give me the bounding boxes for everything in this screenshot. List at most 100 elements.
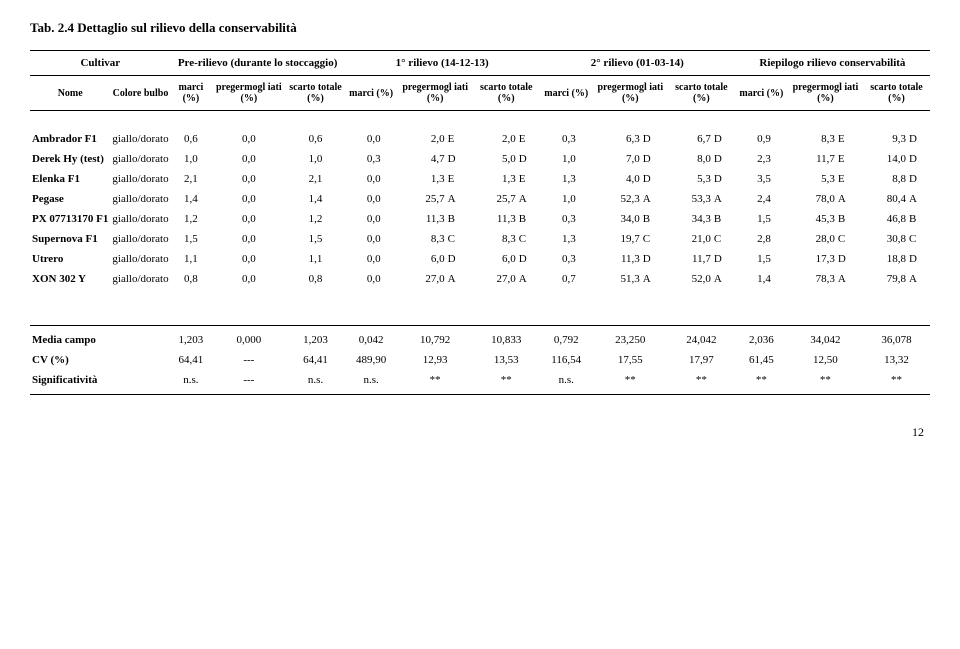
cell-value: 5,3D (668, 169, 735, 189)
cell-value: 0,0 (345, 129, 398, 149)
col-preg: pregermogl iati (%) (788, 76, 863, 111)
summary-label: Media campo (30, 326, 171, 351)
cell-nome: Utrero (30, 249, 110, 269)
cell-value: 5,3E (788, 169, 863, 189)
cell-value: 4,7D (398, 149, 473, 169)
summary-row: Media campo1,2030,0001,2030,04210,79210,… (30, 326, 930, 351)
col-preg: pregermogl iati (%) (398, 76, 473, 111)
summary-value: 36,078 (863, 326, 930, 351)
cell-value: 11,7E (788, 149, 863, 169)
cell-value: 1,1 (171, 249, 212, 269)
cell-value: 0,0 (211, 269, 286, 289)
cell-value: 2,0E (473, 129, 540, 149)
cell-value: 27,0A (473, 269, 540, 289)
cell-value: 25,7A (473, 189, 540, 209)
summary-value: ** (735, 370, 788, 395)
summary-value: n.s. (286, 370, 344, 395)
summary-value: 13,32 (863, 350, 930, 370)
cell-value: 0,7 (540, 269, 593, 289)
cell-value: 0,3 (540, 129, 593, 149)
summary-value: 10,833 (473, 326, 540, 351)
cell-value: 1,5 (286, 229, 344, 249)
cell-value: 4,0D (593, 169, 668, 189)
cell-value: 8,3C (473, 229, 540, 249)
table-row: Utrerogiallo/dorato1,10,01,10,06,0D6,0D0… (30, 249, 930, 269)
cell-value: 11,3B (473, 209, 540, 229)
cell-value: 51,3A (593, 269, 668, 289)
cell-value: 1,3 (540, 169, 593, 189)
cell-value: 0,0 (211, 249, 286, 269)
cell-value: 8,0D (668, 149, 735, 169)
cell-value: 25,7A (398, 189, 473, 209)
cell-value: 1,2 (171, 209, 212, 229)
cell-value: 0,3 (345, 149, 398, 169)
cell-value: 0,0 (211, 129, 286, 149)
data-table: Cultivar Pre-rilievo (durante lo stoccag… (30, 50, 930, 395)
summary-value: 17,55 (593, 350, 668, 370)
cell-value: 52,3A (593, 189, 668, 209)
table-row: Pegasegiallo/dorato1,40,01,40,025,7A25,7… (30, 189, 930, 209)
cell-value: 0,0 (211, 229, 286, 249)
cell-value: 2,8 (735, 229, 788, 249)
cell-value: 28,0C (788, 229, 863, 249)
summary-value: --- (211, 350, 286, 370)
page-number: 12 (30, 425, 930, 440)
cell-colore: giallo/dorato (110, 249, 170, 269)
cell-value: 1,3 (540, 229, 593, 249)
summary-value: 24,042 (668, 326, 735, 351)
cell-value: 79,8A (863, 269, 930, 289)
cell-value: 2,0E (398, 129, 473, 149)
cell-colore: giallo/dorato (110, 269, 170, 289)
col-scarto: scarto totale (%) (668, 76, 735, 111)
cell-value: 0,0 (345, 209, 398, 229)
cell-nome: Supernova F1 (30, 229, 110, 249)
cell-value: 1,4 (735, 269, 788, 289)
summary-value: ** (473, 370, 540, 395)
summary-value: 0,042 (345, 326, 398, 351)
cell-value: 0,8 (286, 269, 344, 289)
col-marci: marci (%) (345, 76, 398, 111)
table-row: Supernova F1giallo/dorato1,50,01,50,08,3… (30, 229, 930, 249)
cell-value: 1,0 (171, 149, 212, 169)
col-scarto: scarto totale (%) (473, 76, 540, 111)
cell-value: 6,0D (398, 249, 473, 269)
cell-value: 21,0C (668, 229, 735, 249)
cell-value: 1,0 (286, 149, 344, 169)
header-rilievo-2: 2° rilievo (01-03-14) (540, 51, 735, 76)
cell-value: 0,9 (735, 129, 788, 149)
cell-value: 0,6 (171, 129, 212, 149)
cell-value: 11,7D (668, 249, 735, 269)
summary-row: Significativitàn.s.---n.s.n.s.****n.s.**… (30, 370, 930, 395)
summary-value: 10,792 (398, 326, 473, 351)
cell-value: 34,3B (668, 209, 735, 229)
summary-value: ** (863, 370, 930, 395)
cell-value: 0,8 (171, 269, 212, 289)
cell-nome: XON 302 Y (30, 269, 110, 289)
cell-colore: giallo/dorato (110, 169, 170, 189)
cell-value: 1,4 (171, 189, 212, 209)
summary-value: 1,203 (286, 326, 344, 351)
cell-value: 1,1 (286, 249, 344, 269)
cell-value: 30,8C (863, 229, 930, 249)
table-row: Elenka F1giallo/dorato2,10,02,10,01,3E1,… (30, 169, 930, 189)
cell-value: 2,1 (286, 169, 344, 189)
cell-nome: Ambrador F1 (30, 129, 110, 149)
cell-value: 17,3D (788, 249, 863, 269)
cell-value: 0,0 (345, 249, 398, 269)
cell-value: 11,3D (593, 249, 668, 269)
cell-nome: Pegase (30, 189, 110, 209)
cell-value: 1,0 (540, 189, 593, 209)
cell-value: 1,4 (286, 189, 344, 209)
summary-value: 61,45 (735, 350, 788, 370)
cell-value: 1,0 (540, 149, 593, 169)
summary-value: ** (788, 370, 863, 395)
summary-value: ** (593, 370, 668, 395)
summary-value: 17,97 (668, 350, 735, 370)
cell-value: 78,0A (788, 189, 863, 209)
summary-value: 64,41 (286, 350, 344, 370)
header-riepilogo: Riepilogo rilievo conservabilità (735, 51, 930, 76)
summary-value: 0,792 (540, 326, 593, 351)
summary-value: ** (398, 370, 473, 395)
cell-value: 2,4 (735, 189, 788, 209)
summary-value: 1,203 (171, 326, 212, 351)
